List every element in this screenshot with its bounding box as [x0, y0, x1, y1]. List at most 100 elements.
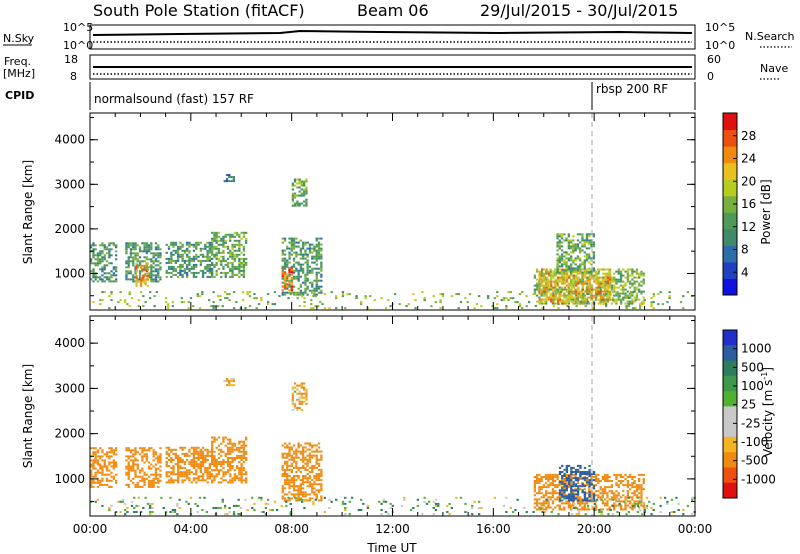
- data-cell: [119, 291, 122, 294]
- data-cell: [556, 288, 559, 291]
- data-cell: [554, 498, 557, 501]
- data-cell: [299, 293, 302, 296]
- data-cell: [619, 500, 623, 503]
- data-cell: [103, 459, 106, 462]
- data-cell: [290, 285, 293, 288]
- data-cell: [666, 301, 669, 304]
- data-cell: [292, 277, 296, 280]
- data-cell: [545, 482, 548, 485]
- data-cell: [572, 493, 575, 496]
- data-cell: [290, 479, 293, 482]
- data-cell: [613, 278, 616, 281]
- data-cell: [281, 491, 284, 494]
- data-cell: [584, 282, 587, 285]
- data-cell: [631, 302, 634, 305]
- data-cell: [691, 513, 694, 516]
- data-cell: [129, 465, 133, 468]
- data-cell: [190, 267, 193, 270]
- data-cell: [586, 507, 590, 509]
- data-cell: [152, 278, 155, 281]
- data-cell: [576, 269, 580, 272]
- data-cell: [556, 235, 559, 238]
- data-cell: [657, 303, 660, 306]
- data-cell: [225, 178, 229, 181]
- data-cell: [101, 274, 104, 277]
- data-cell: [540, 282, 543, 285]
- data-cell: [206, 452, 209, 455]
- data-cell: [136, 459, 139, 462]
- data-cell: [585, 480, 589, 482]
- data-cell: [291, 394, 294, 397]
- data-cell: [590, 482, 593, 485]
- data-cell: [126, 511, 129, 513]
- data-cell: [533, 484, 536, 487]
- data-cell: [414, 307, 417, 310]
- data-cell: [288, 491, 291, 494]
- data-cell: [286, 466, 289, 469]
- data-cell: [208, 269, 211, 272]
- data-cell: [666, 502, 669, 505]
- data-cell: [121, 500, 125, 503]
- data-cell: [305, 388, 308, 391]
- data-cell: [496, 303, 499, 306]
- data-cell: [96, 280, 100, 283]
- data-cell: [167, 305, 170, 308]
- data-cell: [631, 282, 634, 285]
- data-cell: [317, 446, 321, 449]
- data-cell: [558, 296, 561, 299]
- data-cell: [606, 508, 609, 511]
- data-cell: [551, 478, 555, 480]
- data-cell: [101, 455, 104, 458]
- data-cell: [633, 276, 636, 279]
- data-cell: [281, 452, 284, 455]
- data-cell: [103, 268, 106, 271]
- data-cell: [567, 233, 570, 236]
- data-cell: [231, 465, 234, 468]
- data-cell: [323, 511, 326, 513]
- data-cell: [238, 253, 241, 256]
- data-cell: [315, 289, 318, 292]
- data-cell: [606, 292, 610, 295]
- data-cell: [238, 249, 241, 252]
- data-cell: [289, 513, 292, 516]
- data-cell: [298, 498, 301, 501]
- data-cell: [195, 271, 198, 274]
- data-cell: [186, 454, 189, 457]
- data-cell: [190, 481, 193, 484]
- data-cell: [320, 243, 323, 246]
- data-cell: [540, 270, 543, 273]
- data-cell: [558, 261, 561, 264]
- data-cell: [217, 444, 221, 447]
- data-cell: [572, 282, 575, 285]
- data-cell: [538, 486, 541, 489]
- data-cell: [583, 302, 586, 305]
- data-cell: [199, 263, 202, 266]
- data-cell: [92, 244, 95, 247]
- data-cell: [231, 444, 234, 447]
- data-cell: [516, 301, 519, 304]
- data-cell: [650, 297, 653, 300]
- data-cell: [615, 282, 618, 285]
- data-cell: [574, 249, 577, 252]
- data-cell: [283, 257, 287, 260]
- data-cell: [545, 486, 548, 489]
- data-cell: [341, 500, 345, 503]
- data-cell: [439, 307, 442, 310]
- data-cell: [572, 280, 575, 283]
- data-cell: [434, 504, 438, 507]
- data-cell: [594, 490, 598, 493]
- nave-tick-bottom: 0: [707, 70, 714, 83]
- data-cell: [613, 294, 616, 297]
- data-cell: [560, 265, 564, 268]
- data-cell: [292, 291, 296, 294]
- data-cell: [577, 270, 580, 273]
- data-cell: [292, 475, 296, 477]
- data-cell: [226, 469, 230, 472]
- data-cell: [560, 249, 564, 252]
- data-cell: [302, 477, 305, 480]
- data-cell: [302, 479, 305, 482]
- data-cell: [229, 457, 232, 459]
- data-cell: [167, 259, 171, 262]
- data-cell: [152, 449, 155, 452]
- data-cell: [108, 479, 111, 482]
